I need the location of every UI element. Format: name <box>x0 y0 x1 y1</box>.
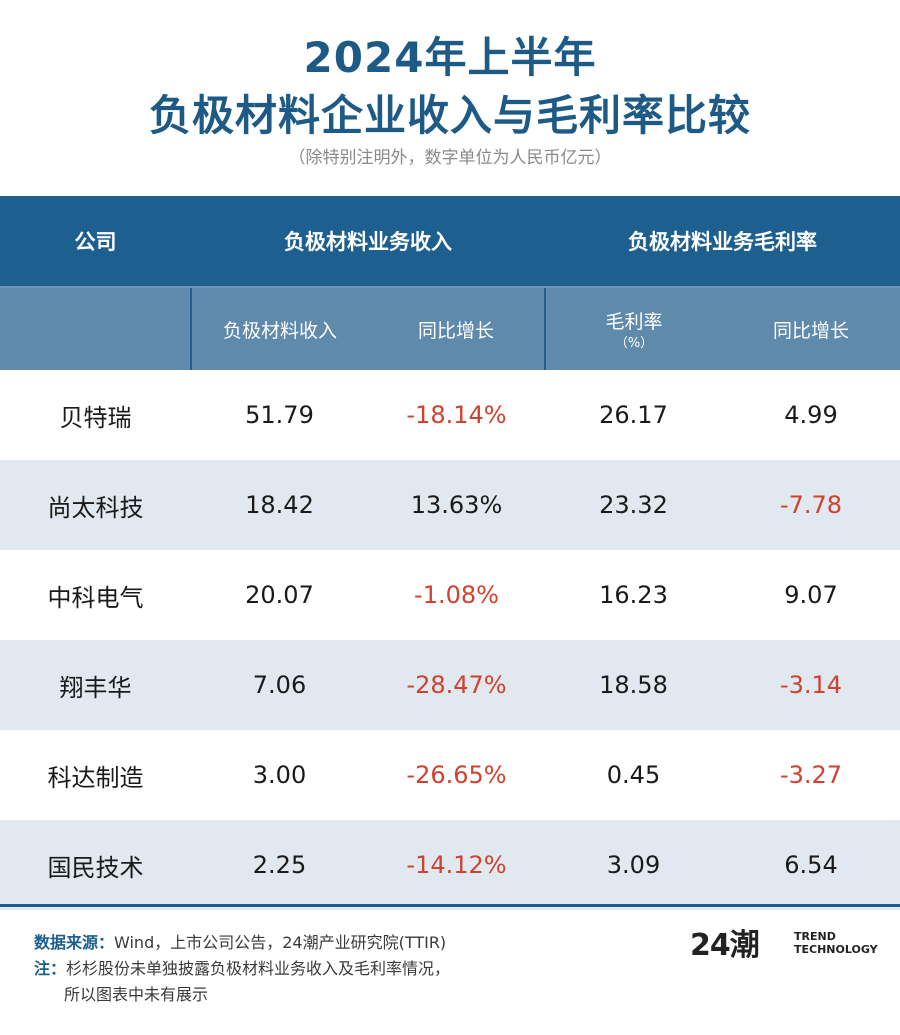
logo-text-line2: TECHNOLOGY <box>794 943 878 956</box>
table-row: 中科电气 20.07 -1.08% 16.23 9.07 <box>0 550 900 640</box>
source-text: Wind，上市公司公告，24潮产业研究院(TTIR) <box>114 933 447 952</box>
header-margin-yoy: 同比增长 <box>722 287 900 370</box>
cell-company: 科达制造 <box>47 763 144 792</box>
header-company: 公司 <box>0 196 191 288</box>
table-row: 科达制造 3.00 -26.65% 0.45 -3.27 <box>0 730 900 820</box>
header-revenue-yoy: 同比增长 <box>368 287 545 370</box>
header-revenue-group: 负极材料业务收入 <box>191 196 545 288</box>
cell-margin: 16.23 <box>599 581 668 609</box>
note-text-1: 杉杉股份未单独披露负极材料业务收入及毛利率情况， <box>66 959 451 978</box>
chart-title-line1: 2024年上半年 <box>303 33 597 82</box>
cell-margin: 26.17 <box>599 401 668 429</box>
cell-margin-yoy: -3.27 <box>779 761 843 789</box>
cell-company: 贝特瑞 <box>59 403 132 432</box>
cell-revenue-yoy: -18.14% <box>406 401 507 429</box>
table-group-header-row: 公司 负极材料业务收入 负极材料业务毛利率 <box>0 196 900 288</box>
table-row: 国民技术 2.25 -14.12% 3.09 6.54 <box>0 820 900 910</box>
cell-company: 国民技术 <box>47 853 144 882</box>
source-line: 数据来源：Wind，上市公司公告，24潮产业研究院(TTIR) <box>34 930 594 956</box>
header-revenue: 负极材料收入 <box>191 287 368 370</box>
cell-revenue: 7.06 <box>252 671 307 699</box>
header-margin-group: 负极材料业务毛利率 <box>545 196 900 288</box>
table-body: 贝特瑞 51.79 -18.14% 26.17 4.99 尚太科技 18.42 13.63% 2… <box>0 370 900 910</box>
cell-margin-yoy: -3.14 <box>779 671 843 699</box>
chart-title-line2: 负极材料企业收入与毛利率比较 <box>148 91 751 140</box>
logo-mark: 24潮 <box>690 928 760 963</box>
header-blank <box>0 287 192 370</box>
cell-revenue: 3.00 <box>252 761 307 789</box>
bottom-rule <box>0 904 900 907</box>
brand-logo: 24潮 TREND TECHNOLOGY <box>690 926 880 966</box>
cell-revenue-yoy: -28.47% <box>406 671 507 699</box>
cell-revenue: 18.42 <box>245 491 314 519</box>
cell-margin: 3.09 <box>606 851 661 879</box>
cell-revenue: 20.07 <box>245 581 314 609</box>
source-label: 数据来源： <box>34 933 115 952</box>
header-margin-label: 毛利率 <box>605 310 663 333</box>
cell-margin-yoy: 6.54 <box>784 851 838 879</box>
cell-revenue: 2.25 <box>252 851 307 879</box>
cell-revenue-yoy: 13.63% <box>410 491 503 519</box>
cell-company: 尚太科技 <box>47 493 144 522</box>
cell-company: 翔丰华 <box>59 673 132 702</box>
cell-revenue-yoy: -1.08% <box>414 581 499 609</box>
header-margin: 毛利率 （%） <box>544 287 722 370</box>
cell-revenue-yoy: -26.65% <box>406 761 507 789</box>
title-block: 2024年上半年 负极材料企业收入与毛利率比较 （除特别注明外，数字单位为人民币… <box>0 30 900 170</box>
footer-notes: 数据来源：Wind，上市公司公告，24潮产业研究院(TTIR) 注：杉杉股份未单… <box>34 930 594 1008</box>
table-row: 贝特瑞 51.79 -18.14% 26.17 4.99 <box>0 370 900 460</box>
header-margin-unit: （%） <box>614 335 654 351</box>
comparison-table: 公司 负极材料业务收入 负极材料业务毛利率 负极材料收入 同比增长 毛利率 （%… <box>0 196 900 910</box>
cell-margin-yoy: 9.07 <box>784 581 838 609</box>
cell-revenue: 51.79 <box>245 401 314 429</box>
note-label: 注： <box>34 959 67 978</box>
table-sub-header-row: 负极材料收入 同比增长 毛利率 （%） 同比增长 <box>0 287 900 370</box>
note-line: 注：杉杉股份未单独披露负极材料业务收入及毛利率情况， <box>34 956 594 982</box>
cell-margin: 18.58 <box>599 671 668 699</box>
cell-margin: 0.45 <box>606 761 661 789</box>
table-row: 尚太科技 18.42 13.63% 23.32 -7.78 <box>0 460 900 550</box>
cell-margin-yoy: 4.99 <box>784 401 838 429</box>
table-row: 翔丰华 7.06 -28.47% 18.58 -3.14 <box>0 640 900 730</box>
note-line-2: 所以图表中未有展示 <box>64 985 209 1004</box>
chart-subtitle: （除特别注明外，数字单位为人民币亿元） <box>288 148 612 168</box>
logo-text: TREND TECHNOLOGY <box>794 930 878 956</box>
cell-margin-yoy: -7.78 <box>779 491 843 519</box>
cell-company: 中科电气 <box>47 583 144 612</box>
cell-margin: 23.32 <box>599 491 668 519</box>
logo-text-line1: TREND <box>794 930 836 943</box>
cell-revenue-yoy: -14.12% <box>406 851 507 879</box>
